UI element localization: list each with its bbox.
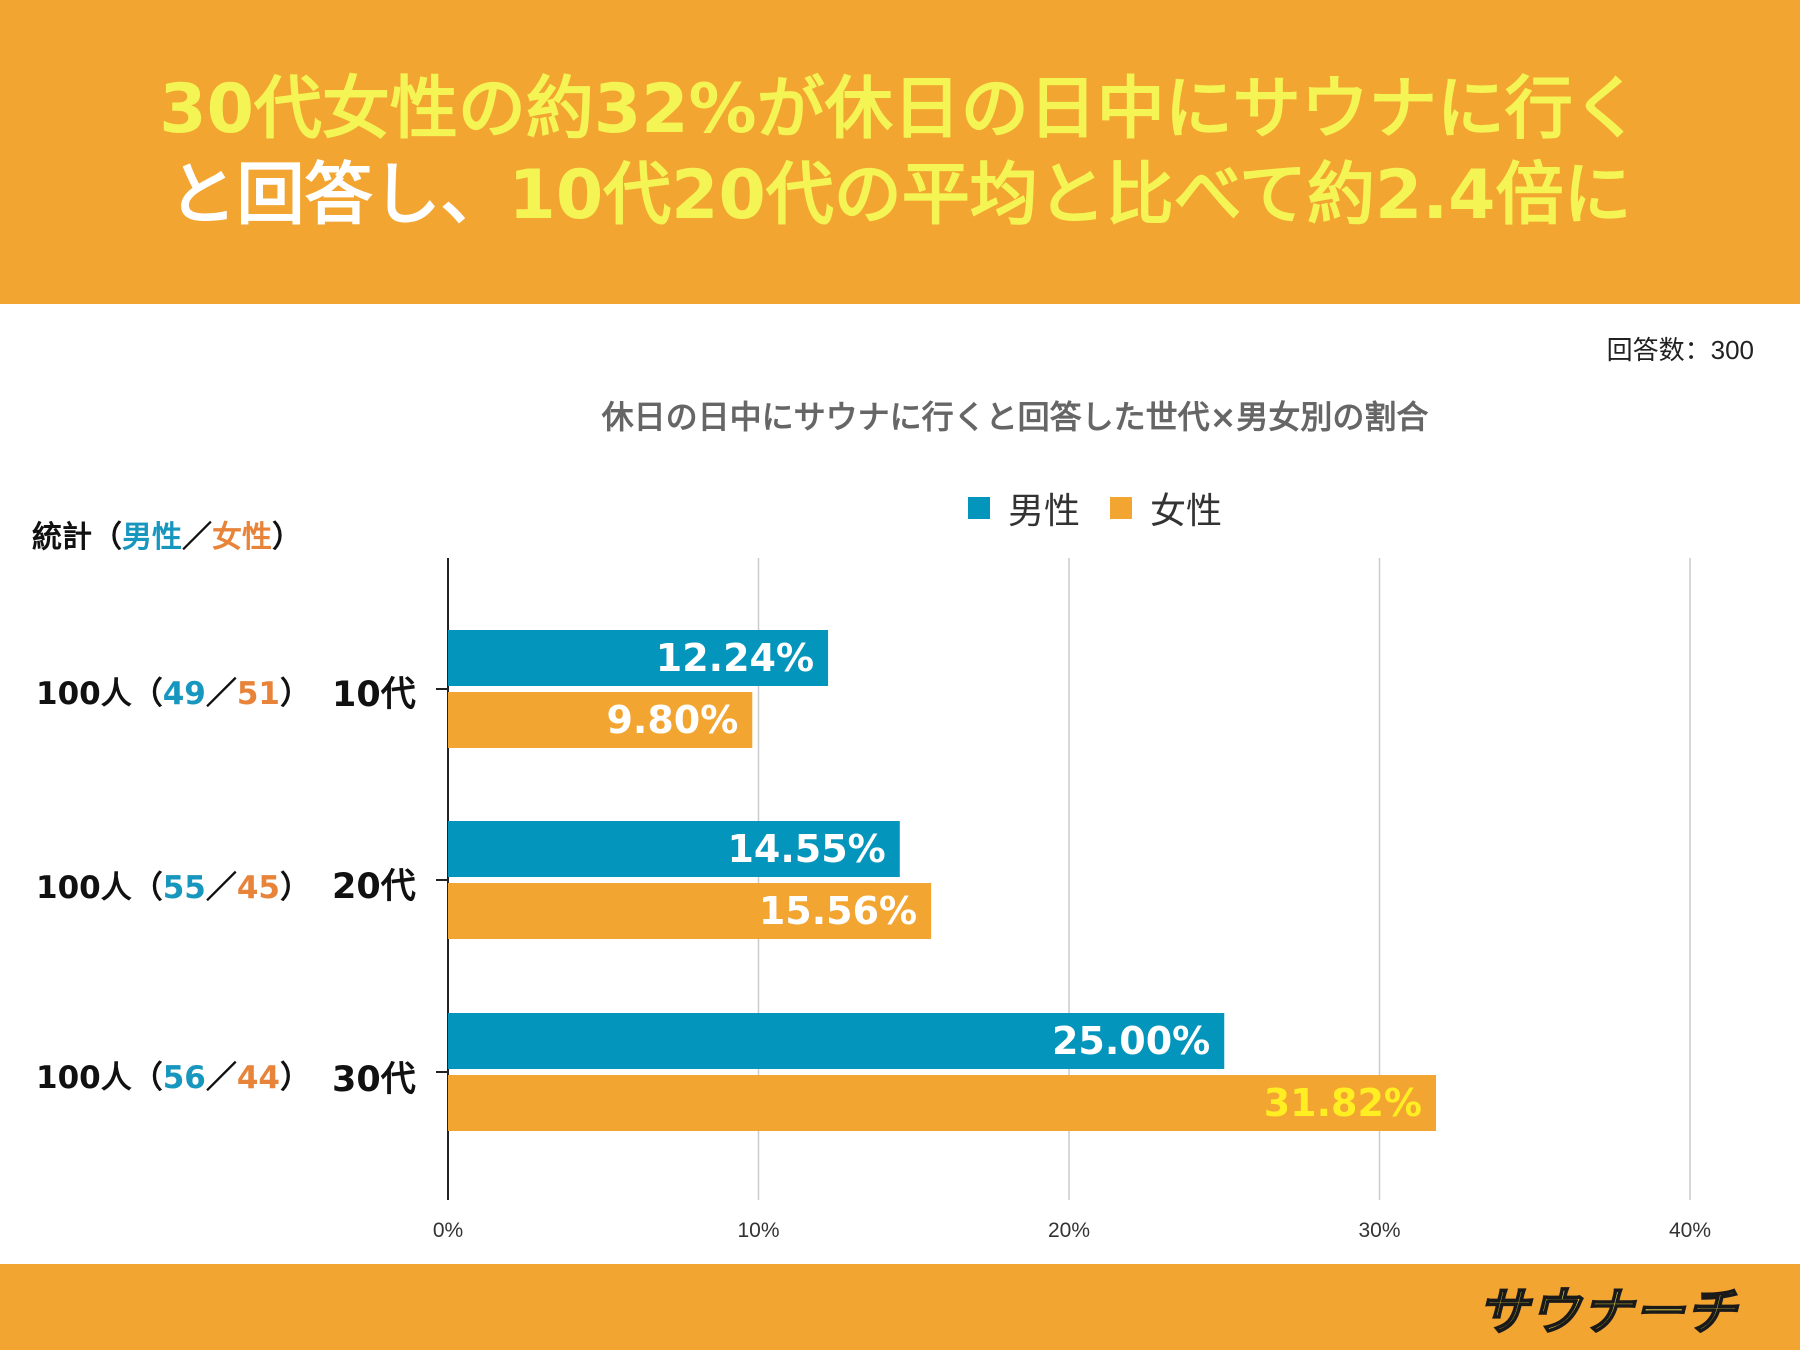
stats-header: 統計（男性／女性）	[32, 512, 302, 556]
stat-row-10s: 100人（49／51）	[36, 668, 311, 713]
stat-close: ）	[280, 676, 311, 712]
stat-row-20s: 100人（55／45）	[36, 862, 311, 907]
stat-female-count: 44	[236, 1060, 280, 1096]
headline-line-2-part-2: 10代20代の平均と比べて約2.4倍に	[508, 156, 1632, 235]
stat-female-count: 45	[236, 870, 280, 906]
chart-legend: 男性 女性	[968, 482, 1252, 534]
data-label: 9.80%	[606, 698, 738, 742]
stats-header-female: 女性	[212, 520, 272, 555]
stat-total: 100人（	[36, 676, 163, 712]
bar-male	[448, 1013, 1225, 1069]
legend-label-female: 女性	[1150, 491, 1223, 532]
stat-male-count: 55	[162, 870, 206, 906]
headline-line-2-part-1: と回答し、	[168, 156, 509, 235]
stat-male-count: 56	[162, 1060, 206, 1096]
legend-item-female: 女性	[1110, 482, 1222, 534]
stat-total: 100人（	[36, 1060, 163, 1096]
x-tick-label: 40%	[1669, 1219, 1711, 1242]
stats-header-suffix: ）	[272, 520, 302, 555]
stat-slash: ／	[205, 676, 237, 712]
legend-label-male: 男性	[1008, 491, 1081, 532]
bar-female	[448, 1075, 1437, 1131]
stat-slash: ／	[205, 1060, 237, 1096]
category-label-10s: 10代	[332, 675, 416, 715]
x-tick-label: 0%	[433, 1219, 463, 1242]
bar-female	[448, 883, 932, 939]
category-label-20s: 20代	[332, 867, 416, 907]
data-label: 15.56%	[759, 889, 917, 933]
x-tick-label: 30%	[1358, 1219, 1400, 1242]
stat-female-count: 51	[236, 676, 280, 712]
bar-male	[448, 821, 900, 877]
stat-row-30s: 100人（56／44）	[36, 1052, 311, 1097]
legend-item-male: 男性	[968, 482, 1080, 534]
data-label: 31.82%	[1264, 1081, 1422, 1125]
stats-header-slash: ／	[182, 520, 212, 555]
stats-header-male: 男性	[122, 520, 182, 555]
stat-close: ）	[280, 1060, 311, 1096]
header-banner: 30代女性の約32%が休日の日中にサウナに行く と回答し、10代20代の平均と比…	[0, 0, 1800, 304]
stat-male-count: 49	[162, 676, 206, 712]
bar-chart-plot: 0% 10% 20% 30% 40% 12.24% 9.80% 14.55% 15.56% 25.…	[433, 558, 1711, 1242]
legend-swatch-male	[968, 497, 990, 519]
bar-female	[448, 692, 753, 748]
bar-male	[448, 630, 829, 686]
respondent-count: 回答数：300	[1606, 335, 1754, 365]
headline-line-1-text: 30代女性の約32%が休日の日中にサウナに行く	[159, 70, 1641, 149]
brand-logo: サウナーチ	[1468, 1272, 1748, 1344]
stat-total: 100人（	[36, 870, 163, 906]
data-label: 25.00%	[1052, 1019, 1210, 1063]
chart-title: 休日の日中にサウナに行くと回答した世代×男女別の割合	[601, 398, 1429, 436]
stats-header-prefix: 統計（	[32, 520, 122, 555]
brand-logo-text: サウナーチ	[1477, 1282, 1738, 1342]
footer-banner: サウナーチ	[0, 1264, 1800, 1350]
legend-swatch-female	[1110, 497, 1133, 519]
data-label: 12.24%	[656, 636, 814, 680]
category-label-30s: 30代	[332, 1060, 416, 1100]
x-tick-label: 20%	[1048, 1219, 1090, 1242]
headline-line-2: と回答し、10代20代の平均と比べて約2.4倍に	[0, 154, 1800, 238]
x-tick-label: 10%	[737, 1219, 779, 1242]
stat-slash: ／	[205, 870, 237, 906]
data-label: 14.55%	[727, 827, 885, 871]
stat-close: ）	[280, 870, 311, 906]
headline-line-1: 30代女性の約32%が休日の日中にサウナに行く	[0, 68, 1800, 152]
